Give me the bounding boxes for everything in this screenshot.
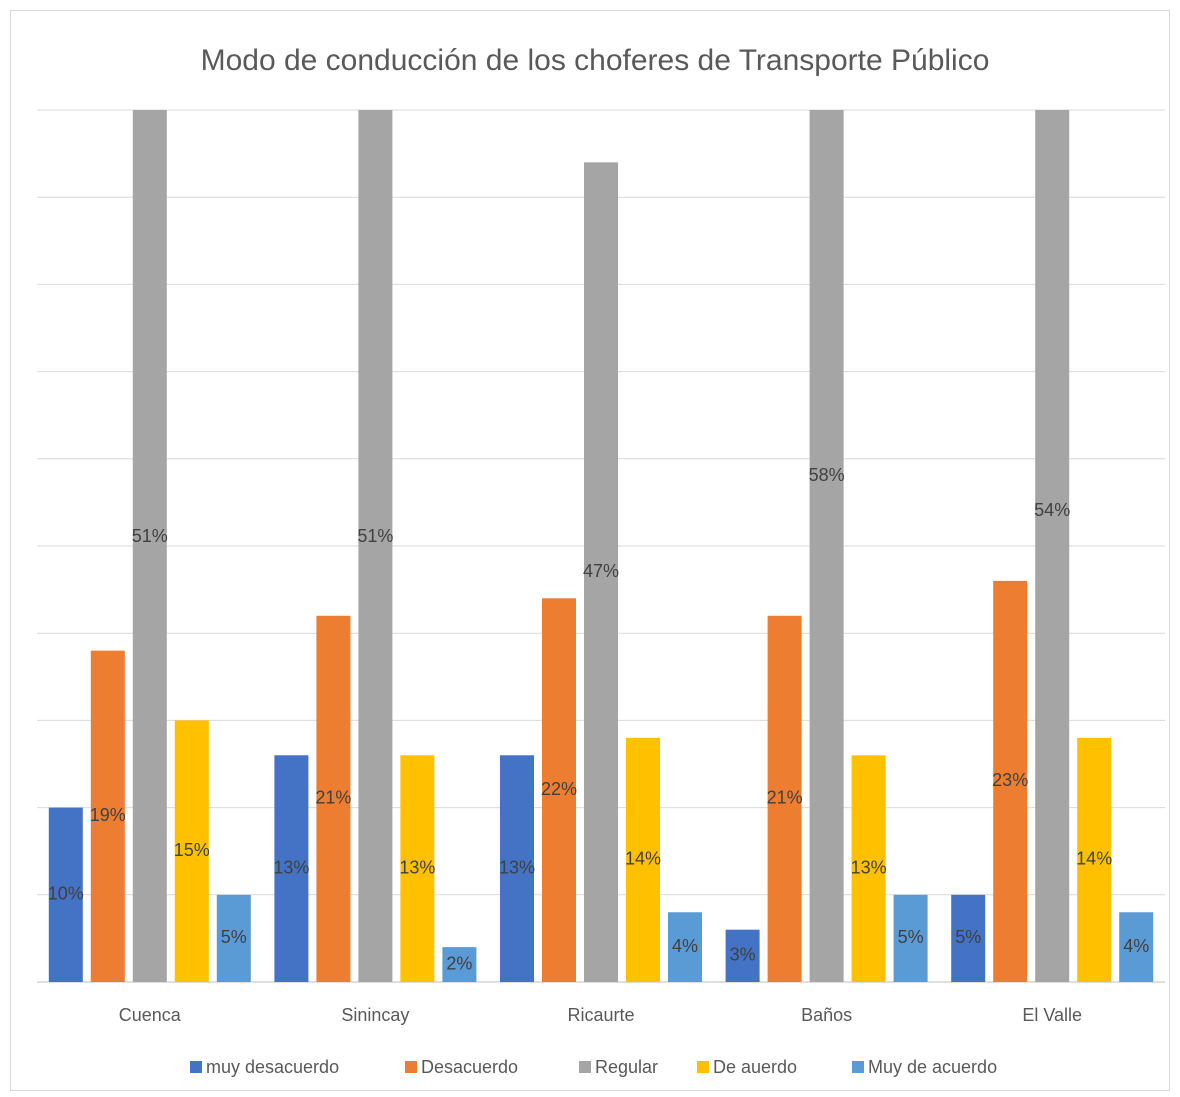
data-label: 5% (898, 927, 924, 947)
data-label: 13% (499, 857, 535, 877)
data-label: 5% (955, 927, 981, 947)
bar (668, 912, 702, 982)
data-label: 13% (399, 857, 435, 877)
data-label: 13% (851, 857, 887, 877)
bar (993, 580, 1028, 982)
data-label: 14% (625, 849, 661, 869)
data-label: 4% (1123, 936, 1149, 956)
bar (132, 110, 167, 982)
bar (274, 755, 309, 982)
bar (951, 894, 986, 982)
data-label: 22% (541, 779, 577, 799)
bar (542, 598, 576, 982)
x-tick-label: Sinincay (341, 1005, 409, 1025)
bar (174, 720, 209, 982)
data-label: 3% (730, 945, 756, 965)
bar (90, 650, 125, 982)
bar (1077, 737, 1112, 982)
legend-label: Desacuerdo (421, 1057, 518, 1077)
bar (851, 755, 886, 982)
bar (216, 894, 251, 982)
data-label: 47% (583, 561, 619, 581)
data-label: 15% (174, 840, 210, 860)
bar (767, 615, 802, 982)
labels: Cuenca 10% 19% 51% 15% 5% Sinincay 13% 21% 51% 13%… (48, 465, 1149, 1077)
data-label: 58% (809, 465, 845, 485)
data-label: 4% (672, 936, 698, 956)
bar (316, 615, 351, 982)
legend-swatch (579, 1061, 591, 1073)
data-label: 51% (132, 526, 168, 546)
bar (48, 807, 83, 982)
x-tick-label: Baños (801, 1005, 852, 1025)
data-label: 10% (48, 884, 84, 904)
bar (500, 755, 534, 982)
data-label: 5% (221, 927, 247, 947)
data-label: 21% (767, 788, 803, 808)
data-label: 2% (446, 953, 472, 973)
x-tick-label: El Valle (1022, 1005, 1082, 1025)
legend-label: muy desacuerdo (206, 1057, 339, 1077)
bar (584, 162, 618, 982)
chart-title: Modo de conducción de los choferes de Tr… (201, 44, 990, 77)
bar (626, 737, 660, 982)
legend-label: Muy de acuerdo (868, 1057, 997, 1077)
bar (442, 947, 477, 982)
data-label: 19% (90, 805, 126, 825)
x-tick-label: Ricaurte (567, 1005, 634, 1025)
bar (400, 755, 435, 982)
x-tick-label: Cuenca (119, 1005, 182, 1025)
bar (809, 110, 844, 983)
legend-swatch (405, 1061, 417, 1073)
data-label: 51% (357, 526, 393, 546)
legend-swatch (697, 1061, 709, 1073)
legend-label: Regular (595, 1057, 658, 1077)
legend-label: De auerdo (713, 1057, 797, 1077)
bars (48, 110, 1154, 983)
bar (893, 894, 928, 982)
data-label: 54% (1034, 500, 1070, 520)
data-label: 14% (1076, 849, 1112, 869)
legend-swatch (852, 1061, 864, 1073)
bar (725, 929, 760, 982)
data-label: 23% (992, 770, 1028, 790)
data-label: 13% (273, 857, 309, 877)
legend-swatch (190, 1061, 202, 1073)
data-label: 21% (315, 788, 351, 808)
bar (1119, 912, 1154, 982)
bar (358, 110, 393, 982)
bar (1035, 110, 1070, 983)
